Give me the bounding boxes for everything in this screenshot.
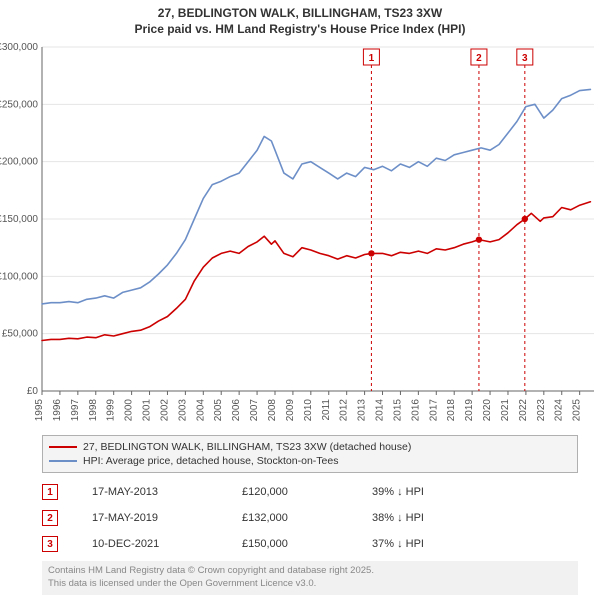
x-tick-label: 2021	[500, 399, 511, 422]
chart-area: £0 £50,000 £100,000 £150,000 £200,000 £250,00…	[0, 39, 600, 429]
x-tick-label: 1995	[34, 399, 45, 422]
x-tick-label: 1996	[52, 399, 63, 422]
marker-price: £120,000	[242, 486, 372, 498]
marker-date: 17-MAY-2013	[92, 486, 242, 498]
marker-badge: 2	[42, 510, 58, 526]
marker-badge: 3	[42, 536, 58, 552]
x-tick-label: 2016	[410, 399, 421, 422]
marker-date: 10-DEC-2021	[92, 538, 242, 550]
y-tick-label: £100,000	[0, 272, 38, 283]
table-row: 3 10-DEC-2021£150,00037% ↓ HPI	[42, 531, 578, 557]
marker-badge-number: 2	[476, 53, 482, 64]
x-tick-label: 2023	[536, 399, 547, 422]
marker-price: £132,000	[242, 512, 372, 524]
x-tick-label: 2007	[249, 399, 260, 422]
marker-delta: 39% ↓ HPI	[372, 486, 492, 498]
x-tick-label: 1998	[88, 399, 99, 422]
table-row: 1 17-MAY-2013£120,00039% ↓ HPI	[42, 479, 578, 505]
markers-table: 1 17-MAY-2013£120,00039% ↓ HPI 2 17-MAY-201…	[42, 479, 578, 557]
x-tick-label: 2013	[357, 399, 368, 422]
marker-delta: 37% ↓ HPI	[372, 538, 492, 550]
x-tick-label: 2017	[428, 399, 439, 422]
x-tick-label: 2001	[142, 399, 153, 422]
y-tick-label: £50,000	[2, 329, 39, 340]
x-tick-label: 2008	[267, 399, 278, 422]
marker-badge: 1	[42, 484, 58, 500]
x-tick-label: 1997	[70, 399, 81, 422]
x-tick-label: 2022	[518, 399, 529, 422]
line-chart-svg: £0 £50,000 £100,000 £150,000 £200,000 £250,00…	[0, 39, 600, 429]
x-tick-label: 2019	[464, 399, 475, 422]
marker-badge-number: 3	[522, 53, 528, 64]
titles: 27, BEDLINGTON WALK, BILLINGHAM, TS23 3X…	[0, 0, 600, 39]
title-line-1: 27, BEDLINGTON WALK, BILLINGHAM, TS23 3X…	[4, 6, 596, 22]
x-tick-label: 2009	[285, 399, 296, 422]
x-tick-label: 2006	[231, 399, 242, 422]
x-tick-label: 2010	[303, 399, 314, 422]
y-tick-label: £250,000	[0, 100, 38, 111]
footer-line-1: Contains HM Land Registry data © Crown c…	[48, 565, 572, 578]
footer-line-2: This data is licensed under the Open Gov…	[48, 578, 572, 591]
title-line-2: Price paid vs. HM Land Registry's House …	[4, 22, 596, 38]
x-tick-label: 2025	[572, 399, 583, 422]
series-marker	[522, 216, 528, 222]
series-marker	[368, 250, 374, 256]
y-tick-label: £300,000	[0, 42, 38, 53]
x-tick-label: 2012	[339, 399, 350, 422]
series-marker	[476, 237, 482, 243]
legend-swatch	[49, 446, 77, 448]
x-tick-label: 2014	[375, 399, 386, 422]
chart-container: 27, BEDLINGTON WALK, BILLINGHAM, TS23 3X…	[0, 0, 600, 595]
marker-badge-number: 1	[369, 53, 375, 64]
legend-swatch	[49, 460, 77, 462]
x-tick-label: 2005	[213, 399, 224, 422]
y-tick-label: £200,000	[0, 157, 38, 168]
y-tick-label: £0	[27, 386, 39, 397]
x-tick-label: 1999	[106, 399, 117, 422]
x-tick-label: 2004	[195, 399, 206, 422]
legend-row: HPI: Average price, detached house, Stoc…	[49, 454, 571, 468]
x-tick-label: 2015	[392, 399, 403, 422]
table-row: 2 17-MAY-2019£132,00038% ↓ HPI	[42, 505, 578, 531]
marker-price: £150,000	[242, 538, 372, 550]
x-tick-label: 2003	[177, 399, 188, 422]
x-tick-label: 2018	[446, 399, 457, 422]
x-tick-label: 2024	[554, 399, 565, 422]
x-tick-label: 2020	[482, 399, 493, 422]
legend: 27, BEDLINGTON WALK, BILLINGHAM, TS23 3X…	[42, 435, 578, 473]
legend-row: 27, BEDLINGTON WALK, BILLINGHAM, TS23 3X…	[49, 440, 571, 454]
x-tick-label: 2002	[159, 399, 170, 422]
legend-label: 27, BEDLINGTON WALK, BILLINGHAM, TS23 3X…	[83, 441, 411, 453]
marker-delta: 38% ↓ HPI	[372, 512, 492, 524]
legend-label: HPI: Average price, detached house, Stoc…	[83, 455, 338, 467]
x-tick-label: 2011	[321, 399, 332, 421]
x-tick-label: 2000	[124, 399, 135, 422]
y-tick-label: £150,000	[0, 214, 38, 225]
marker-date: 17-MAY-2019	[92, 512, 242, 524]
